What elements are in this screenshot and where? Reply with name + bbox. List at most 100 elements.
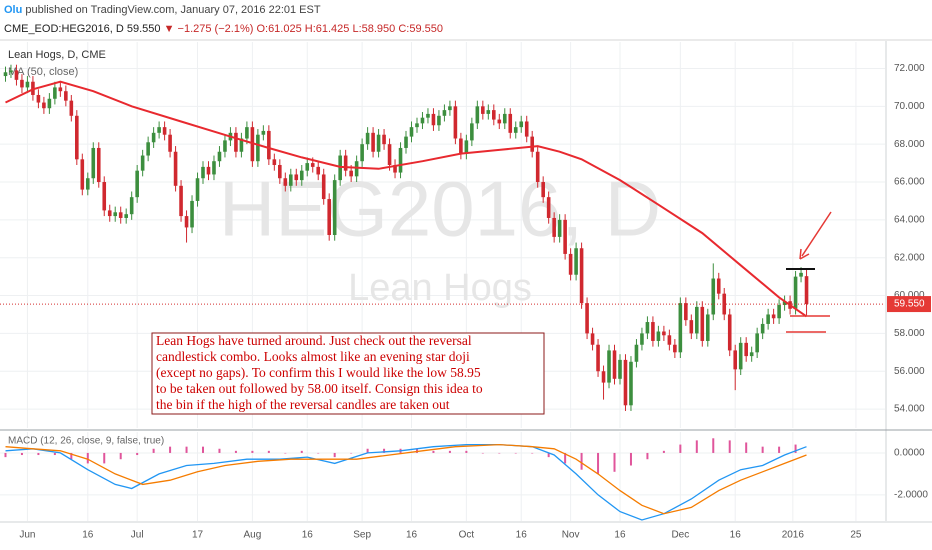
candle-body bbox=[453, 106, 458, 139]
candle-body bbox=[678, 303, 683, 353]
author[interactable]: Olu bbox=[4, 4, 22, 16]
signal-line bbox=[5, 443, 807, 515]
candle-body bbox=[272, 159, 277, 165]
histogram-bar bbox=[202, 446, 205, 453]
candle-body bbox=[42, 102, 46, 109]
histogram-bar bbox=[169, 446, 172, 453]
candle-body bbox=[206, 166, 211, 175]
price: 59.550 bbox=[127, 23, 161, 35]
axes: 54.000 56.000 58.000 60.000 62.000 64.000 66.0… bbox=[0, 41, 932, 541]
arrow-head bbox=[799, 248, 810, 260]
candle-body bbox=[261, 130, 266, 135]
candle-body bbox=[656, 331, 661, 341]
histogram-bar bbox=[745, 442, 748, 453]
candle-body bbox=[151, 132, 156, 143]
annotation-line: (except no gaps). To confirm this I woul… bbox=[156, 365, 481, 380]
candle-body bbox=[596, 344, 600, 372]
candle-body bbox=[64, 91, 68, 101]
candle-body bbox=[25, 81, 30, 88]
annotation-box bbox=[151, 332, 545, 415]
candle-body bbox=[409, 127, 414, 137]
histogram-bar bbox=[498, 452, 501, 454]
x-tick-label: 16 bbox=[516, 530, 528, 541]
candle-body bbox=[294, 174, 299, 181]
histogram-bar bbox=[234, 450, 237, 453]
annotation: Lean Hogs have turned around. Just check… bbox=[151, 332, 545, 415]
candle-body bbox=[464, 140, 469, 154]
histogram-bar bbox=[53, 452, 56, 456]
candle-body bbox=[201, 166, 205, 179]
candle-body bbox=[645, 322, 650, 334]
change: ▼ −1.275 (−2.1%) bbox=[164, 23, 254, 35]
candle-body bbox=[80, 159, 85, 190]
y-tick-label: 62.000 bbox=[894, 252, 925, 263]
histogram-bar bbox=[333, 452, 336, 458]
candle-body bbox=[14, 70, 19, 80]
x-tick-label: 16 bbox=[730, 530, 742, 541]
histogram-bar bbox=[317, 452, 320, 454]
candle-body bbox=[574, 248, 578, 275]
candle-body bbox=[217, 151, 222, 162]
candle-body bbox=[744, 342, 748, 357]
candle-body bbox=[579, 248, 584, 304]
chart-title: Lean Hogs, D, CME bbox=[8, 49, 106, 61]
histogram-bar bbox=[679, 444, 682, 453]
histogram-bar bbox=[597, 452, 600, 474]
candle-body bbox=[371, 132, 375, 152]
candle-body bbox=[179, 185, 183, 217]
candle-body bbox=[799, 272, 803, 277]
watermark-title: HEG2016, D bbox=[219, 165, 661, 253]
candle-body bbox=[470, 123, 474, 141]
candle-body bbox=[234, 132, 238, 152]
y-tick-label: 54.000 bbox=[894, 404, 925, 415]
moving-average bbox=[5, 80, 808, 318]
histogram-bar bbox=[300, 450, 303, 453]
candle-body bbox=[58, 87, 63, 92]
last-price-label: 59.550 bbox=[894, 299, 925, 310]
candle-body bbox=[316, 166, 321, 175]
x-tick-label: Jul bbox=[131, 530, 144, 541]
annotation-line: Lean Hogs have turned around. Just check… bbox=[156, 333, 472, 348]
candle-body bbox=[96, 147, 101, 183]
candle-body bbox=[283, 178, 288, 186]
candle-body bbox=[442, 110, 447, 116]
histogram-bar bbox=[383, 448, 386, 453]
candle-body bbox=[157, 127, 161, 133]
candle-body bbox=[640, 333, 644, 345]
histogram-bar bbox=[267, 450, 270, 453]
candle-body bbox=[107, 210, 112, 217]
candle-body bbox=[140, 155, 145, 171]
x-tick-label: Oct bbox=[459, 530, 475, 541]
candle-body bbox=[711, 278, 716, 315]
candle-body bbox=[20, 79, 24, 88]
candle-body bbox=[365, 132, 370, 145]
candle-body bbox=[146, 142, 150, 156]
candle-body bbox=[502, 113, 507, 124]
histogram-bar bbox=[613, 452, 616, 472]
histogram-bar bbox=[350, 452, 353, 454]
candle-body bbox=[760, 323, 765, 334]
candle-body bbox=[755, 333, 759, 353]
published: published on TradingView.com, January 07… bbox=[25, 4, 320, 16]
candle-body bbox=[382, 134, 386, 145]
y-tick-label: 70.000 bbox=[894, 101, 925, 112]
histogram-bar bbox=[794, 444, 797, 453]
candle-body bbox=[563, 219, 567, 254]
candle-body bbox=[91, 147, 96, 179]
candle-body bbox=[771, 314, 776, 319]
candle-body bbox=[557, 219, 562, 237]
histogram-bar bbox=[547, 452, 550, 458]
macd-line bbox=[5, 443, 807, 521]
candle-body bbox=[239, 138, 244, 152]
candle-body bbox=[288, 174, 293, 186]
histogram-bar bbox=[646, 452, 649, 460]
annotation-line: candlestick combo. Looks almost like an … bbox=[156, 349, 470, 364]
y-tick-label: 58.000 bbox=[894, 328, 925, 339]
candle-body bbox=[393, 164, 397, 173]
annotation-line: the bin if the high of the reversal cand… bbox=[156, 397, 450, 412]
histogram-bar bbox=[564, 452, 567, 464]
candle-body bbox=[102, 182, 107, 211]
candle-body bbox=[190, 200, 194, 228]
